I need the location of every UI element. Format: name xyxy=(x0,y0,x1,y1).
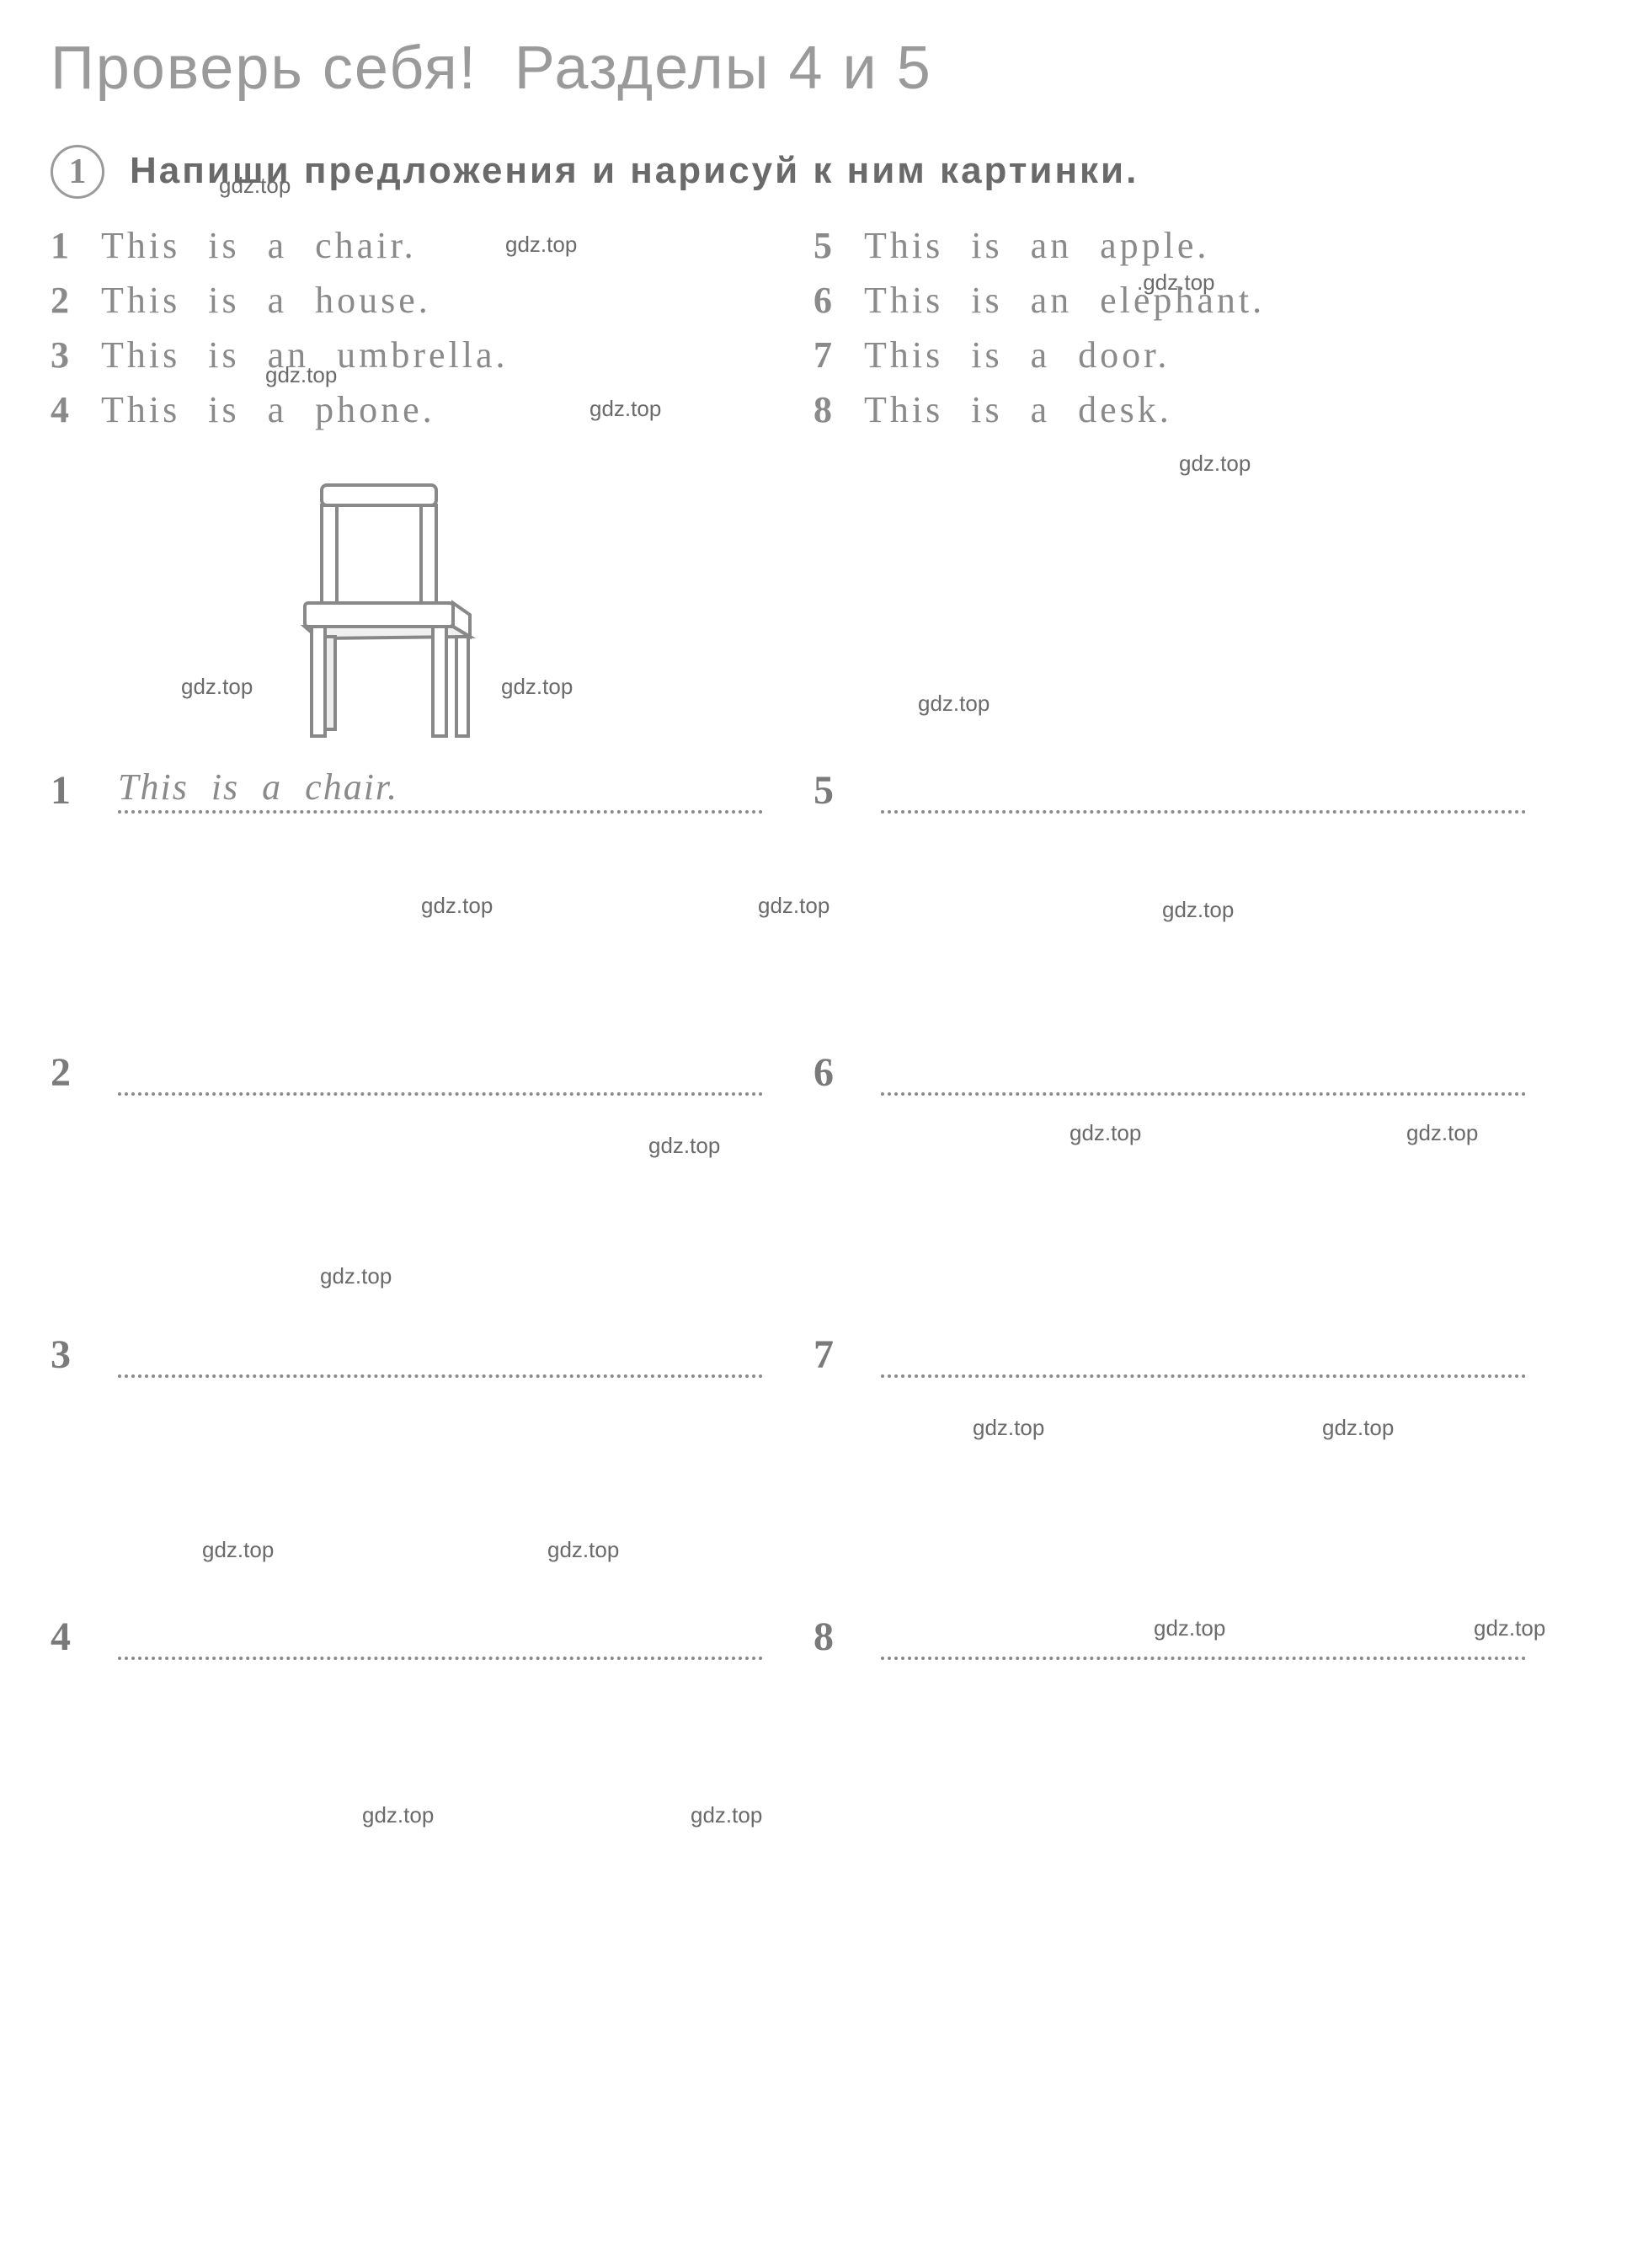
answer-row: 4 xyxy=(51,1614,763,1660)
sentence-num: 5 xyxy=(814,224,864,267)
page-wrapper: Проверь себя! Разделы 4 и 5 1 Напиши пре… xyxy=(51,34,1576,1896)
answer-line[interactable] xyxy=(118,1054,763,1096)
exercise-number: 1 xyxy=(51,145,104,199)
sentences-col-right: 5 This is an apple. 6 This is an elephan… xyxy=(814,224,1576,443)
answer-num: 1 xyxy=(51,767,118,814)
sentence-num: 3 xyxy=(51,334,101,376)
answer-num: 7 xyxy=(814,1331,881,1378)
sentence-text: This is a house. xyxy=(101,279,431,322)
sentence-num: 8 xyxy=(814,388,864,431)
sentence-text: This is an umbrella. xyxy=(101,334,509,376)
answer-row: 6 xyxy=(814,1049,1526,1096)
sentence-text: This is a chair. xyxy=(101,224,417,267)
answer-row: 1 This is a chair. xyxy=(51,767,763,814)
answer-line[interactable] xyxy=(881,1336,1526,1378)
sentence-num: 2 xyxy=(51,279,101,322)
answer-line[interactable] xyxy=(881,1618,1526,1660)
sentence-item: 4 This is a phone. xyxy=(51,388,814,431)
page-title: Проверь себя! Разделы 4 и 5 xyxy=(51,34,1576,103)
answers-grid: 1 This is a chair. 2 3 4 5 xyxy=(51,767,1576,1896)
answer-row: 8 xyxy=(814,1614,1526,1660)
answer-num: 3 xyxy=(51,1331,118,1378)
answer-row: 5 xyxy=(814,767,1526,814)
sentence-text: This is a phone. xyxy=(101,388,435,431)
sentence-num: 6 xyxy=(814,279,864,322)
watermark-text: gdz.top xyxy=(181,674,253,700)
answer-num: 5 xyxy=(814,767,881,814)
watermark-text: gdz.top xyxy=(1179,451,1251,477)
sentence-item: 7 This is a door. xyxy=(814,334,1576,376)
answers-col-left: 1 This is a chair. 2 3 4 xyxy=(51,767,814,1896)
sentences-grid: 1 This is a chair. 2 This is a house. 3 … xyxy=(51,224,1576,443)
answer-num: 8 xyxy=(814,1614,881,1660)
sentence-item: 2 This is a house. xyxy=(51,279,814,322)
sentence-item: 1 This is a chair. xyxy=(51,224,814,267)
answer-line[interactable] xyxy=(881,1054,1526,1096)
sentences-col-left: 1 This is a chair. 2 This is a house. 3 … xyxy=(51,224,814,443)
sentence-text: This is a desk. xyxy=(864,388,1172,431)
sentence-text: This is an elephant. xyxy=(864,279,1265,322)
answer-row: 3 xyxy=(51,1331,763,1378)
sentence-item: 3 This is an umbrella. xyxy=(51,334,814,376)
exercise-header: 1 Напиши предложения и нарисуй к ним кар… xyxy=(51,145,1576,199)
answer-num: 6 xyxy=(814,1049,881,1096)
answer-line[interactable] xyxy=(118,1336,763,1378)
answer-num: 4 xyxy=(51,1614,118,1660)
answer-line[interactable] xyxy=(881,771,1526,814)
answer-example-text: This is a chair. xyxy=(118,766,398,808)
sentence-num: 4 xyxy=(51,388,101,431)
sentence-text: This is a door. xyxy=(864,334,1170,376)
exercise-instruction: Напиши предложения и нарисуй к ним карти… xyxy=(130,145,1139,197)
answer-row: 7 xyxy=(814,1331,1526,1378)
chair-icon xyxy=(261,477,497,746)
sentence-item: 8 This is a desk. xyxy=(814,388,1576,431)
sentence-item: 5 This is an apple. xyxy=(814,224,1576,267)
answers-col-right: 5 6 7 8 xyxy=(814,767,1576,1896)
sentence-num: 1 xyxy=(51,224,101,267)
answer-line[interactable] xyxy=(118,1618,763,1660)
answer-line[interactable]: This is a chair. xyxy=(118,771,763,814)
chair-illustration xyxy=(261,477,1576,750)
answer-row: 2 xyxy=(51,1049,763,1096)
sentence-text: This is an apple. xyxy=(864,224,1209,267)
sentence-num: 7 xyxy=(814,334,864,376)
sentence-item: 6 This is an elephant. xyxy=(814,279,1576,322)
answer-num: 2 xyxy=(51,1049,118,1096)
